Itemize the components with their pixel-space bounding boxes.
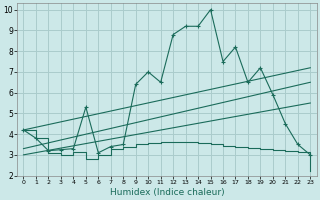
X-axis label: Humidex (Indice chaleur): Humidex (Indice chaleur) (109, 188, 224, 197)
